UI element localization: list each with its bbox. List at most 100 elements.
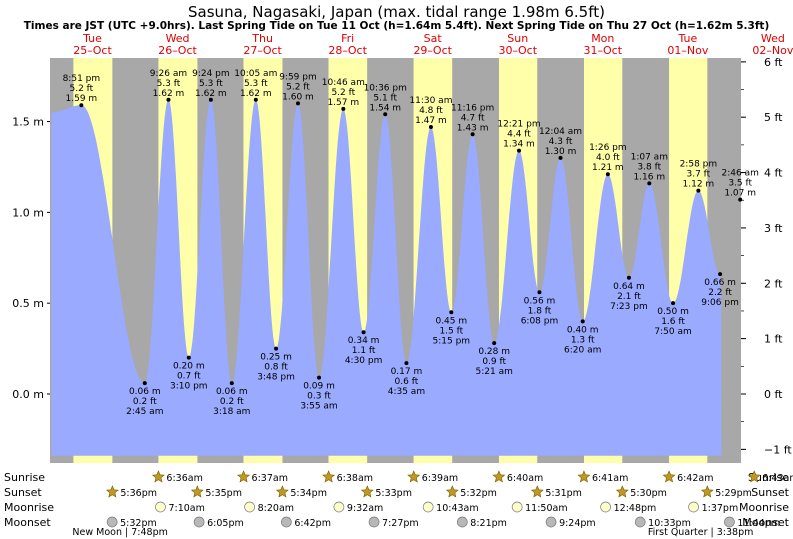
- moonset-time: 9:24pm: [559, 518, 596, 529]
- tide-label: 0.28 m: [478, 347, 510, 357]
- sunset-row-label: Sunset: [4, 486, 42, 499]
- tide-label: 1.5 ft: [439, 326, 463, 336]
- tide-label: 9:06 pm: [701, 298, 739, 308]
- moonset-time: 6:42pm: [294, 518, 331, 529]
- chart-title: Sasuna, Nagasaki, Japan (max. tidal rang…: [188, 3, 605, 21]
- sunset-icon: [190, 485, 204, 498]
- sunrise-icon: [577, 470, 591, 483]
- tide-label: 1:26 pm: [589, 143, 627, 153]
- sunrise-row-label: Sunrise: [748, 471, 789, 484]
- moonset-icon: [634, 516, 646, 528]
- tide-label: 9:26 am: [150, 69, 187, 79]
- tide-point: [449, 310, 454, 315]
- day-date: 29–Oct: [413, 44, 452, 57]
- moonrise-time: 10:43am: [436, 503, 478, 514]
- tide-label: 11:16 pm: [451, 103, 494, 113]
- tide-point: [229, 381, 234, 386]
- y-tick-label-ft: 0 ft: [764, 388, 783, 401]
- tide-label: 4.7 ft: [461, 113, 485, 123]
- tide-label: 1.6 ft: [661, 317, 685, 327]
- moonset-time: 5:32pm: [120, 518, 157, 529]
- y-tick-label-ft: 3 ft: [764, 222, 783, 235]
- tide-point: [253, 97, 258, 102]
- tide-point: [470, 132, 475, 137]
- tide-label: 1.16 m: [633, 172, 665, 182]
- day-name: Tue: [677, 32, 697, 45]
- y-tick-label-ft: 1 ft: [764, 333, 783, 346]
- tide-label: 1.1 ft: [352, 346, 376, 356]
- tide-point: [361, 330, 366, 335]
- moonset-icon: [724, 516, 735, 528]
- tide-label: 5:15 pm: [433, 336, 471, 346]
- tide-point: [208, 97, 213, 102]
- moonrise-time: 8:20am: [258, 503, 294, 514]
- y-tick-label-m: 1.0 m: [12, 206, 44, 219]
- sunset-icon: [360, 485, 374, 498]
- tide-label: 1.34 m: [503, 140, 535, 150]
- tide-label: 0.64 m: [613, 282, 645, 292]
- moonset-time: 8:21pm: [470, 518, 507, 529]
- tide-label: 7:23 pm: [610, 302, 648, 312]
- tide-label: 1.62 m: [153, 89, 185, 99]
- sunset-icon: [530, 485, 544, 498]
- tide-point: [718, 272, 723, 277]
- moonrise-icon: [333, 501, 345, 513]
- sunset-time: 5:33pm: [375, 488, 412, 499]
- tide-point: [142, 381, 147, 386]
- tide-label: 0.2 ft: [220, 397, 244, 407]
- sunrise-time: 6:43am: [762, 473, 793, 484]
- sun-moon-table: Sunrise Sunrise Sunset Sunset Moonrise Moonri…: [4, 470, 793, 538]
- tide-label: 1.30 m: [545, 147, 577, 157]
- tide-label: 0.09 m: [303, 382, 335, 392]
- sunset-time: 5:31pm: [545, 488, 582, 499]
- sunrise-time: 6:39am: [422, 473, 458, 484]
- tide-label: 2:46 am: [722, 169, 759, 179]
- moonset-icon: [456, 516, 468, 528]
- moonset-time: 7:27pm: [382, 518, 419, 529]
- sunrise-time: 6:38am: [337, 473, 373, 484]
- tide-extremes: 8:51 pm5.2 ft1.59 m0.06 m0.2 ft2:45 am9:…: [63, 69, 759, 417]
- tide-label: 5.2 ft: [286, 82, 310, 92]
- moonset-row-label: Moonset: [4, 516, 51, 529]
- tide-point: [317, 375, 322, 380]
- tide-label: 3:18 am: [213, 407, 250, 417]
- tide-label: 2:58 pm: [680, 160, 718, 170]
- tide-label: 0.6 ft: [395, 377, 419, 387]
- tide-label: 1.62 m: [195, 89, 227, 99]
- moonset-time: 6:05pm: [207, 518, 244, 529]
- tide-point: [492, 341, 497, 346]
- tide-label: 12:21 pm: [497, 120, 540, 130]
- sunrise-time: 6:42am: [677, 473, 713, 484]
- sunrise-row-label: Sunrise: [4, 471, 45, 484]
- tide-label: 3:48 pm: [257, 373, 295, 383]
- sunrise-icon: [492, 470, 506, 483]
- tide-label: 6:20 am: [564, 345, 601, 355]
- tide-label: 6:08 pm: [521, 316, 559, 326]
- tide-label: 11:30 am: [409, 96, 452, 106]
- tide-label: 1.3 ft: [571, 335, 595, 345]
- tide-label: 5.1 ft: [373, 93, 397, 103]
- moonset-icon: [368, 516, 380, 528]
- day-date: 26–Oct: [158, 44, 197, 57]
- moonrise-time: 9:32am: [347, 503, 383, 514]
- sunset-time: 5:36pm: [120, 488, 157, 499]
- tide-label: 0.7 ft: [177, 372, 201, 382]
- axes: 1.5 m 1.0 m 0.5 m 0.0 m 6 ft 5 ft 4 ft 3 ft 2 ft…: [12, 56, 792, 456]
- tide-point: [580, 319, 585, 324]
- sunrise-icon: [747, 470, 761, 483]
- tide-label: 5.2 ft: [70, 84, 94, 94]
- tide-label: 0.17 m: [391, 367, 423, 377]
- sunrise-time: 6:40am: [507, 473, 543, 484]
- sunrise-icon: [237, 470, 251, 483]
- moonrise-icon: [155, 501, 166, 513]
- day-name: Sat: [424, 32, 443, 45]
- day-date: 30–Oct: [498, 44, 537, 57]
- moonrise-icon: [688, 501, 699, 513]
- moon-phase-label: First Quarter | 3:38pm: [648, 527, 754, 538]
- day-name: Sun: [507, 32, 528, 45]
- tide-label: 0.34 m: [348, 336, 380, 346]
- tide-label: 1.07 m: [724, 189, 756, 199]
- tide-point: [626, 275, 631, 280]
- y-tick-label-m: 0.5 m: [12, 297, 44, 310]
